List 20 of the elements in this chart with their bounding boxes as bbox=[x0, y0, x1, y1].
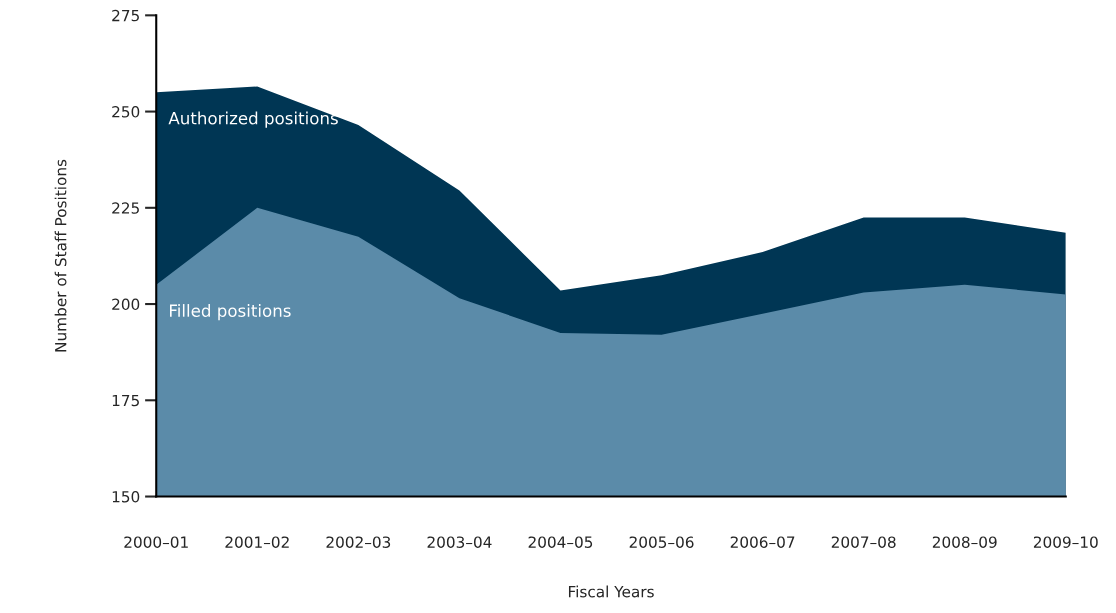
x-tick-label: 2009–10 bbox=[1033, 536, 1098, 548]
y-tick-label: 250 bbox=[112, 106, 140, 118]
x-tick-label: 2008–09 bbox=[932, 536, 997, 548]
x-tick-label: 2007–08 bbox=[831, 536, 896, 548]
x-axis-title: Fiscal Years bbox=[568, 585, 654, 598]
x-tick-label: 2006–07 bbox=[730, 536, 795, 548]
x-tick-label: 2003–04 bbox=[427, 536, 492, 548]
series-label: Authorized positions bbox=[168, 111, 338, 128]
x-tick-label: 2005–06 bbox=[629, 536, 694, 548]
y-tick-label: 175 bbox=[112, 394, 139, 407]
x-tick-label: 2002–03 bbox=[326, 536, 391, 548]
x-tick-label: 2000–01 bbox=[124, 536, 188, 548]
y-tick-label: 275 bbox=[112, 9, 139, 22]
y-tick-label: 200 bbox=[112, 298, 140, 311]
series-label: Filled positions bbox=[170, 304, 291, 321]
y-tick-label: 225 bbox=[112, 202, 139, 214]
y-axis-title: Number of Staff Positions bbox=[54, 159, 67, 352]
y-tick-label: 150 bbox=[112, 491, 140, 503]
x-tick-label: 2004–05 bbox=[528, 536, 593, 548]
x-tick-label: 2001–02 bbox=[225, 536, 289, 548]
